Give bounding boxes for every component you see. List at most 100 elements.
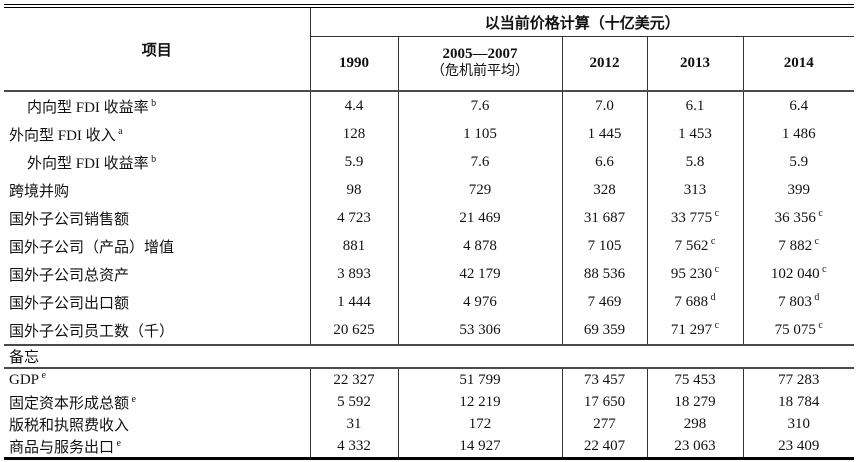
value-cell: 1 486 xyxy=(742,120,855,148)
row-label: 外向型 FDI 收入 a xyxy=(9,125,123,144)
row-label: GDP e xyxy=(9,369,46,388)
value-cell: 5 592 xyxy=(309,391,398,413)
value-cell: 6.1 xyxy=(646,91,743,120)
value-cell: 7.6 xyxy=(397,148,562,176)
item-column-header: 项目 xyxy=(4,6,311,92)
value-cell: 51 799 xyxy=(397,368,562,391)
value-cell: 1 445 xyxy=(561,120,647,148)
row-label: 国外子公司出口额 xyxy=(9,295,130,312)
value-cell: 1 105 xyxy=(397,120,562,148)
value-cell: 5.9 xyxy=(742,148,855,176)
footnote-marker: c xyxy=(712,319,720,331)
value-cell: 75 453 xyxy=(646,368,743,391)
col-header-2014: 2014 xyxy=(742,36,855,92)
value-cell: 128 xyxy=(309,120,398,148)
footnote-marker: c xyxy=(819,263,827,275)
col-header-subtitle: （危机前平均） xyxy=(431,63,529,79)
value-cell: 6.4 xyxy=(742,91,855,120)
value-cell: 4 878 xyxy=(397,232,562,260)
value-cell: 102 040 c xyxy=(742,260,855,288)
table-row: 外向型 FDI 收益率 b 5.9 7.6 6.6 5.8 5.9 xyxy=(4,148,855,176)
value-cell: 17 650 xyxy=(561,391,647,413)
value-cell: 31 687 xyxy=(561,204,647,232)
year-header-row: 1990 2005—2007 （危机前平均） 2012 2013 2014 xyxy=(4,36,855,92)
value-cell: 33 775 c xyxy=(646,204,743,232)
value-cell: 172 xyxy=(397,413,562,435)
table-row: GDP e 22 327 51 799 73 457 75 453 77 283 xyxy=(4,368,855,391)
value-cell: 7.6 xyxy=(397,91,562,120)
footnote-marker: c xyxy=(815,207,823,219)
value-cell: 298 xyxy=(646,413,743,435)
value-cell: 23 063 xyxy=(646,435,743,459)
footnote-marker: d xyxy=(811,291,820,303)
col-header-2013: 2013 xyxy=(646,36,743,92)
value-cell: 4.4 xyxy=(309,91,398,120)
value-cell: 69 359 xyxy=(561,316,647,345)
value-cell: 729 xyxy=(397,176,562,204)
table-row: 外向型 FDI 收入 a 128 1 105 1 445 1 453 1 486 xyxy=(4,120,855,148)
memo-label: 备忘 xyxy=(4,344,855,369)
value-cell: 7.0 xyxy=(561,91,647,120)
footnote-marker: c xyxy=(712,207,720,219)
value-cell: 23 409 xyxy=(742,435,855,459)
footnote-marker: b xyxy=(148,97,157,109)
row-label: 版税和执照费收入 xyxy=(9,417,130,434)
value-cell: 328 xyxy=(561,176,647,204)
value-cell: 310 xyxy=(742,413,855,435)
col-header-1990: 1990 xyxy=(309,36,398,92)
value-cell: 36 356 c xyxy=(742,204,855,232)
value-cell: 4 723 xyxy=(309,204,398,232)
value-cell: 4 332 xyxy=(309,435,398,459)
value-cell: 42 179 xyxy=(397,260,562,288)
footnote-marker: c xyxy=(708,235,716,247)
footnote-marker: c xyxy=(712,263,720,275)
value-cell: 277 xyxy=(561,413,647,435)
value-cell: 98 xyxy=(309,176,398,204)
row-label: 商品与服务出口 e xyxy=(9,437,121,456)
value-cell: 7 803 d xyxy=(742,288,855,316)
table-row: 版税和执照费收入 31 172 277 298 310 xyxy=(4,413,855,435)
value-cell: 14 927 xyxy=(397,435,562,459)
value-cell: 399 xyxy=(742,176,855,204)
row-label: 国外子公司（产品）增值 xyxy=(9,239,175,256)
footnote-marker: e xyxy=(129,393,136,405)
value-cell: 7 562 c xyxy=(646,232,743,260)
table-row: 内向型 FDI 收益率 b 4.4 7.6 7.0 6.1 6.4 xyxy=(4,91,855,120)
value-cell: 53 306 xyxy=(397,316,562,345)
row-label: 国外子公司员工数（千） xyxy=(9,323,175,340)
group-header: 以当前价格计算（十亿美元） xyxy=(310,6,855,37)
value-cell: 5.9 xyxy=(309,148,398,176)
value-cell: 7 105 xyxy=(561,232,647,260)
table-row: 国外子公司销售额 4 723 21 469 31 687 33 775 c 36 356 … xyxy=(4,204,855,232)
value-cell: 75 075 c xyxy=(742,316,855,345)
footnote-marker: b xyxy=(148,153,157,165)
value-cell: 31 xyxy=(309,413,398,435)
table-row: 固定资本形成总额 e 5 592 12 219 17 650 18 279 18 784 xyxy=(4,391,855,413)
row-label: 内向型 FDI 收益率 b xyxy=(27,97,157,116)
value-cell: 5.8 xyxy=(646,148,743,176)
fdi-statistics-table: 项目 以当前价格计算（十亿美元） 1990 2005—2007 （危机前平均） 201… xyxy=(4,4,855,460)
row-label: 固定资本形成总额 e xyxy=(9,393,136,412)
table-body: 内向型 FDI 收益率 b 4.4 7.6 7.0 6.1 6.4 外向型 FDI 收入 a… xyxy=(4,91,855,459)
value-cell: 12 219 xyxy=(397,391,562,413)
value-cell: 18 279 xyxy=(646,391,743,413)
value-cell: 7 688 d xyxy=(646,288,743,316)
row-label: 跨境并购 xyxy=(9,183,70,200)
value-cell: 95 230 c xyxy=(646,260,743,288)
value-cell: 313 xyxy=(646,176,743,204)
row-label: 国外子公司总资产 xyxy=(9,267,130,284)
footnote-marker: e xyxy=(114,437,121,449)
col-header-20052007: 2005—2007 （危机前平均） xyxy=(397,36,562,92)
value-cell: 22 407 xyxy=(561,435,647,459)
value-cell: 3 893 xyxy=(309,260,398,288)
value-cell: 88 536 xyxy=(561,260,647,288)
table-row: 国外子公司总资产 3 893 42 179 88 536 95 230 c 102 040… xyxy=(4,260,855,288)
value-cell: 21 469 xyxy=(397,204,562,232)
col-header-2012: 2012 xyxy=(561,36,647,92)
footnote-marker: a xyxy=(115,125,123,137)
table-header: 项目 以当前价格计算（十亿美元） 1990 2005—2007 （危机前平均） 201… xyxy=(4,6,855,92)
value-cell: 4 976 xyxy=(397,288,562,316)
